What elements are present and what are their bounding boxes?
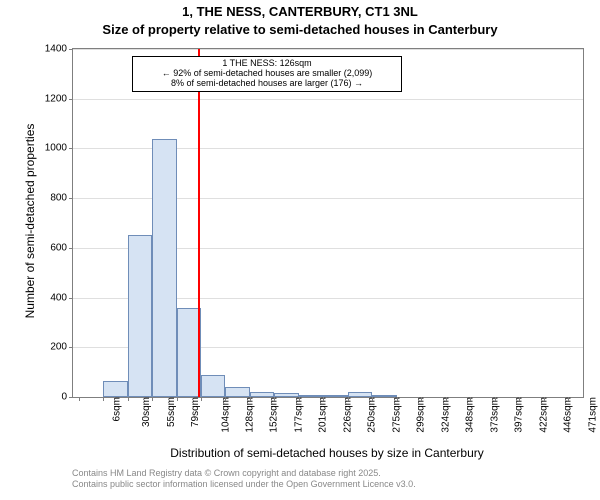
xtick-label: 446sqm (559, 397, 574, 433)
ytick-mark (69, 347, 73, 348)
annotation-box: 1 THE NESS: 126sqm ← 92% of semi-detache… (132, 56, 402, 92)
gridline (73, 148, 583, 149)
gridline (73, 198, 583, 199)
xtick-mark (201, 397, 202, 401)
xtick-mark (372, 397, 373, 401)
xtick-label: 275sqm (388, 397, 403, 433)
plot-area: 02004006008001000120014006sqm30sqm55sqm7… (72, 48, 584, 398)
xtick-label: 79sqm (186, 397, 201, 427)
xtick-mark (103, 397, 104, 401)
xtick-mark (128, 397, 129, 401)
annotation-line3: 8% of semi-detached houses are larger (1… (137, 79, 397, 89)
ytick-mark (69, 248, 73, 249)
xtick-label: 55sqm (162, 397, 177, 427)
xtick-label: 250sqm (363, 397, 378, 433)
xtick-mark (250, 397, 251, 401)
xtick-mark (177, 397, 178, 401)
xtick-mark (519, 397, 520, 401)
title-line1: 1, THE NESS, CANTERBURY, CT1 3NL (0, 4, 600, 19)
histogram-bar (152, 139, 177, 398)
xtick-mark (225, 397, 226, 401)
xtick-label: 324sqm (437, 397, 452, 433)
xtick-label: 397sqm (510, 397, 525, 433)
xtick-mark (152, 397, 153, 401)
xtick-mark (348, 397, 349, 401)
xtick-label: 299sqm (412, 397, 427, 433)
title-line2: Size of property relative to semi-detach… (0, 22, 600, 37)
xtick-label: 30sqm (137, 397, 152, 427)
xtick-label: 348sqm (461, 397, 476, 433)
x-axis-label: Distribution of semi-detached houses by … (72, 446, 582, 460)
footer-line2: Contains public sector information licen… (72, 479, 416, 490)
footer-line1: Contains HM Land Registry data © Crown c… (72, 468, 416, 479)
marker-line (198, 49, 200, 397)
xtick-label: 201sqm (314, 397, 329, 433)
xtick-mark (274, 397, 275, 401)
chart-container: 1, THE NESS, CANTERBURY, CT1 3NL Size of… (0, 0, 600, 500)
xtick-label: 226sqm (339, 397, 354, 433)
xtick-label: 177sqm (290, 397, 305, 433)
xtick-mark (495, 397, 496, 401)
xtick-mark (568, 397, 569, 401)
histogram-bar (225, 387, 250, 397)
y-axis-label: Number of semi-detached properties (23, 111, 37, 331)
xtick-label: 152sqm (265, 397, 280, 433)
xtick-mark (79, 397, 80, 401)
ytick-mark (69, 298, 73, 299)
histogram-bar (103, 381, 128, 397)
xtick-mark (397, 397, 398, 401)
xtick-label: 6sqm (107, 397, 122, 421)
xtick-mark (544, 397, 545, 401)
xtick-label: 471sqm (584, 397, 599, 433)
histogram-bar (128, 235, 152, 397)
gridline (73, 49, 583, 50)
ytick-mark (69, 148, 73, 149)
footer: Contains HM Land Registry data © Crown c… (72, 468, 416, 491)
xtick-mark (446, 397, 447, 401)
xtick-label: 422sqm (535, 397, 550, 433)
xtick-label: 128sqm (241, 397, 256, 433)
xtick-mark (299, 397, 300, 401)
ytick-mark (69, 397, 73, 398)
xtick-mark (421, 397, 422, 401)
histogram-bar (201, 375, 225, 397)
xtick-label: 373sqm (486, 397, 501, 433)
xtick-mark (470, 397, 471, 401)
xtick-label: 104sqm (217, 397, 232, 433)
ytick-mark (69, 99, 73, 100)
gridline (73, 99, 583, 100)
ytick-mark (69, 49, 73, 50)
xtick-mark (323, 397, 324, 401)
ytick-mark (69, 198, 73, 199)
